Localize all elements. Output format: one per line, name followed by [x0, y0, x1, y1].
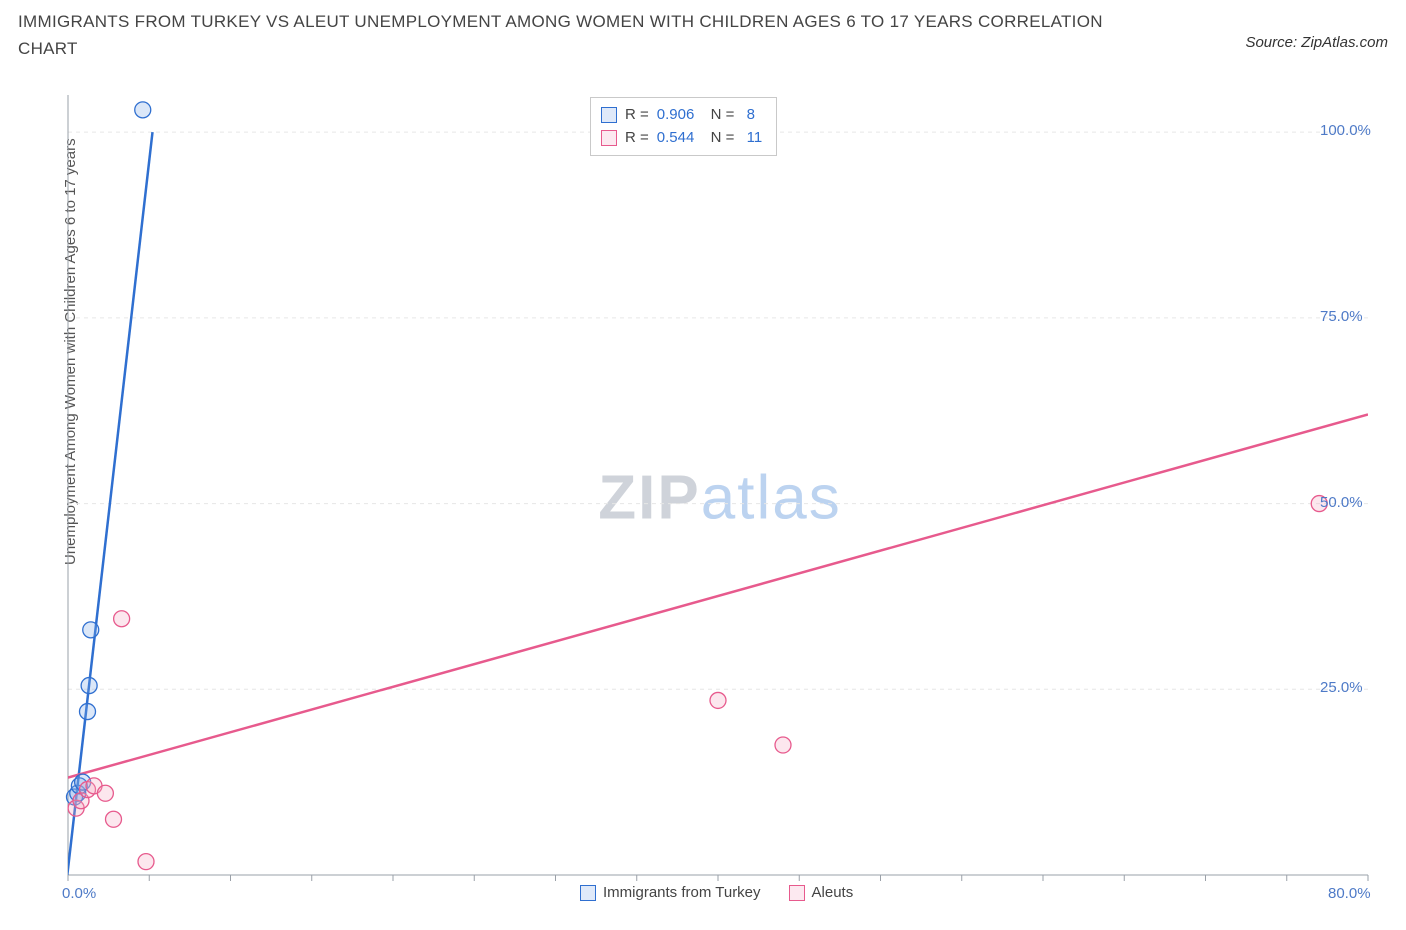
- series-name: Aleuts: [812, 884, 854, 901]
- legend-row: R = 0.544 N = 11: [601, 127, 762, 150]
- correlation-legend: R = 0.906 N = 8R = 0.544 N = 11: [590, 97, 777, 156]
- series-legend-item: Immigrants from Turkey: [580, 884, 761, 901]
- y-tick-label: 75.0%: [1320, 308, 1363, 325]
- x-tick-label: 80.0%: [1328, 885, 1371, 902]
- legend-r-value: 0.544: [657, 127, 695, 150]
- legend-swatch: [580, 885, 596, 901]
- chart-area: Unemployment Among Women with Children A…: [50, 95, 1390, 915]
- legend-r-label: R =: [625, 104, 649, 127]
- legend-r-label: R =: [625, 127, 649, 150]
- header-row: IMMIGRANTS FROM TURKEY VS ALEUT UNEMPLOY…: [0, 0, 1406, 62]
- legend-swatch: [601, 130, 617, 146]
- series-legend: Immigrants from Turkey Aleuts: [580, 884, 853, 901]
- series-name: Immigrants from Turkey: [603, 884, 761, 901]
- scatter-plot-svg: [50, 95, 1390, 910]
- legend-r-value: 0.906: [657, 104, 695, 127]
- legend-swatch: [601, 107, 617, 123]
- y-tick-label: 50.0%: [1320, 494, 1363, 511]
- y-tick-label: 25.0%: [1320, 679, 1363, 696]
- source-attribution: Source: ZipAtlas.com: [1245, 8, 1388, 51]
- legend-n-label: N =: [702, 127, 734, 150]
- legend-swatch: [789, 885, 805, 901]
- legend-n-value: 8: [742, 104, 755, 127]
- series-legend-item: Aleuts: [789, 884, 854, 901]
- legend-row: R = 0.906 N = 8: [601, 104, 762, 127]
- legend-n-value: 11: [742, 127, 762, 150]
- y-tick-label: 100.0%: [1320, 122, 1371, 139]
- chart-title: IMMIGRANTS FROM TURKEY VS ALEUT UNEMPLOY…: [18, 8, 1128, 62]
- legend-n-label: N =: [702, 104, 734, 127]
- x-tick-label: 0.0%: [62, 885, 96, 902]
